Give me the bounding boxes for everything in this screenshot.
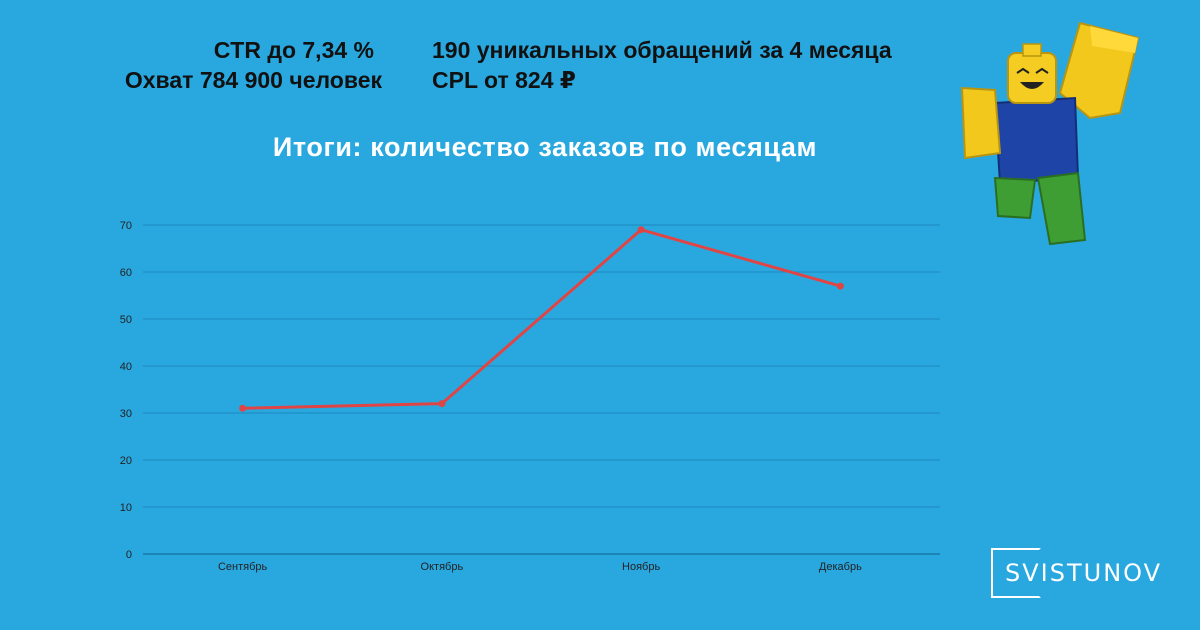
y-tick-label: 50 [120, 314, 132, 326]
y-tick-label: 20 [120, 455, 132, 467]
logo-frame [991, 548, 1041, 598]
series-line [242, 228, 841, 410]
x-tick-label: Декабрь [819, 561, 862, 573]
y-tick-label: 10 [120, 502, 132, 514]
stats-block: CTR до 7,34 % Охват 784 900 человек 190 … [0, 36, 1200, 96]
mascot-figure [960, 21, 1140, 246]
y-tick-label: 0 [126, 549, 132, 561]
y-tick-label: 70 [120, 220, 132, 232]
cpl-stat: CPL от 824 ₽ [432, 67, 576, 93]
x-tick-label: Ноябрь [622, 561, 660, 573]
data-point [438, 400, 446, 408]
brand-logo: SVISTUNOV [991, 548, 1160, 598]
chart-title: Итоги: количество заказов по месяцам [272, 132, 818, 162]
logo-text: SVISTUNOV [1005, 559, 1163, 587]
appeals-stat: 190 уникальных обращений за 4 месяца [432, 37, 892, 63]
reach-stat: Охват 784 900 человек [124, 67, 382, 93]
x-tick-label: Сентябрь [218, 561, 268, 573]
y-tick-label: 40 [120, 361, 132, 373]
x-tick-label: Октябрь [421, 561, 464, 573]
data-point [836, 282, 844, 290]
ctr-stat: CTR до 7,34 % [213, 37, 374, 63]
y-tick-label: 30 [120, 408, 132, 420]
y-tick-label: 60 [120, 267, 132, 279]
data-point [239, 404, 247, 412]
data-point [637, 226, 645, 234]
